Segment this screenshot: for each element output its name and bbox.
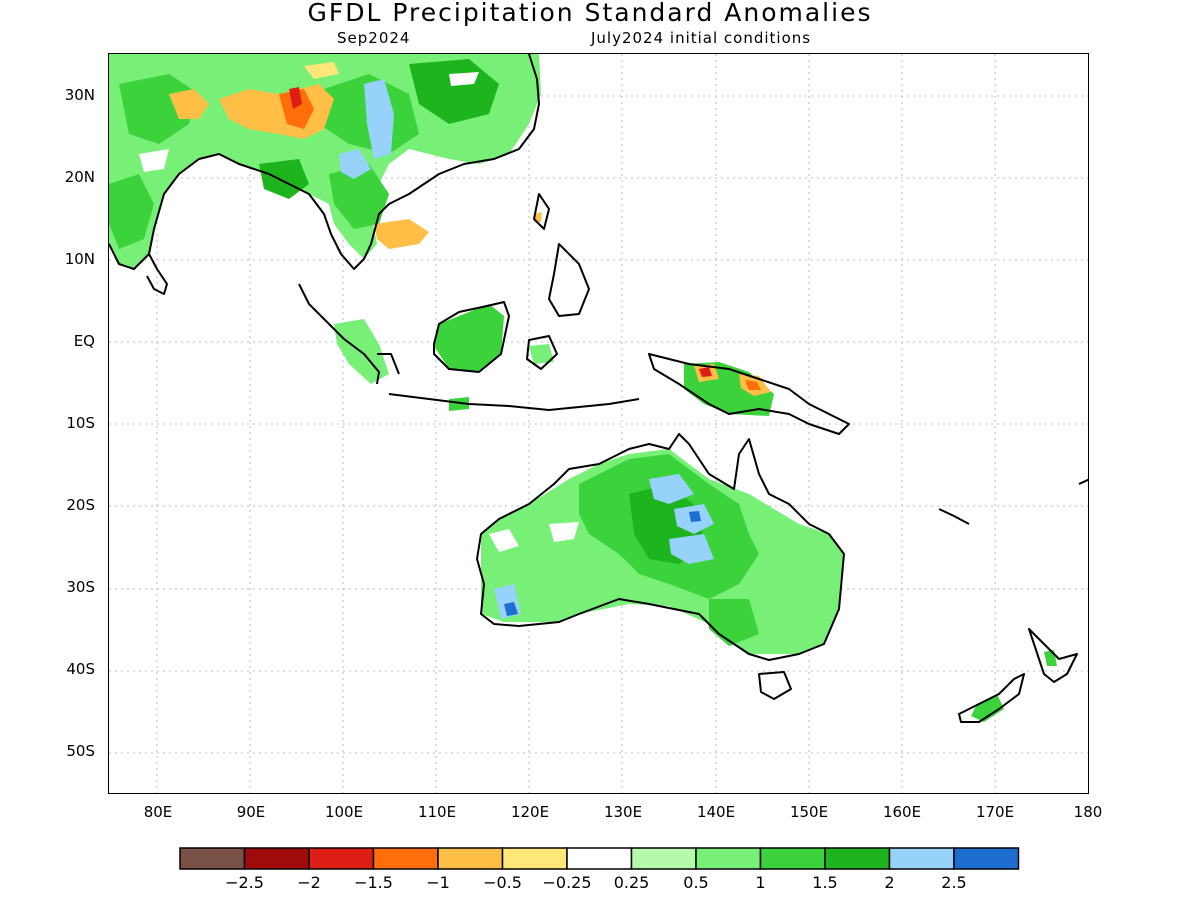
colorbar-swatch <box>695 847 762 870</box>
lon-label-140e: 140E <box>696 803 736 821</box>
lon-label-80e: 80E <box>143 803 173 821</box>
colorbar-tick-label: −1.5 <box>354 873 393 892</box>
colorbar-tick-label: −0.5 <box>483 873 522 892</box>
colorbar-swatch <box>437 847 504 870</box>
lat-label-10n: 10N <box>64 250 95 268</box>
lat-label-30n: 30N <box>64 86 95 104</box>
colorbar-tick-label: 0.5 <box>683 873 709 892</box>
colorbar-swatch <box>630 847 697 870</box>
map-panel <box>108 53 1089 794</box>
colorbar-tick-label: 2 <box>884 873 895 892</box>
colorbar-swatch <box>824 847 891 870</box>
lon-label-160e: 160E <box>882 803 922 821</box>
colorbar <box>179 847 1020 870</box>
lon-label-180: 180 <box>1073 803 1103 821</box>
lon-label-150e: 150E <box>789 803 829 821</box>
lon-label-120e: 120E <box>510 803 550 821</box>
lat-label-30s: 30S <box>66 578 95 596</box>
map-canvas <box>109 54 1088 793</box>
lon-label-100e: 100E <box>324 803 364 821</box>
asia-anomaly-field <box>109 54 541 269</box>
valid-month-label: Sep2024 <box>337 29 411 47</box>
lat-label-50s: 50S <box>66 742 95 760</box>
lon-label-90e: 90E <box>236 803 266 821</box>
colorbar-tick-label: 2.5 <box>941 873 967 892</box>
lat-label-40s: 40S <box>66 660 95 678</box>
colorbar-swatch <box>308 847 375 870</box>
colorbar-swatch <box>953 847 1020 870</box>
lon-label-110e: 110E <box>417 803 457 821</box>
colorbar-tick-label: 1 <box>755 873 766 892</box>
colorbar-swatch <box>243 847 310 870</box>
lat-label-20s: 20S <box>66 496 95 514</box>
initial-conditions-label: July2024 initial conditions <box>591 29 812 47</box>
lat-label-eq: EQ <box>73 332 95 350</box>
colorbar-tick-label: 0.25 <box>613 873 650 892</box>
colorbar-tick-label: −2 <box>297 873 321 892</box>
colorbar-tick-label: −2.5 <box>225 873 264 892</box>
colorbar-swatch <box>501 847 568 870</box>
coastlines <box>109 54 1088 723</box>
lat-label-20n: 20N <box>64 168 95 186</box>
colorbar-tick-label: 1.5 <box>812 873 838 892</box>
colorbar-swatch <box>759 847 826 870</box>
australia-anomaly-field <box>481 449 844 654</box>
colorbar-swatch <box>566 847 633 870</box>
colorbar-tick-label: −0.25 <box>542 873 592 892</box>
colorbar-tick-label: −1 <box>426 873 450 892</box>
colorbar-swatch <box>372 847 439 870</box>
lon-label-130e: 130E <box>603 803 643 821</box>
map-title: GFDL Precipitation Standard Anomalies <box>307 0 873 27</box>
lat-label-10s: 10S <box>66 414 95 432</box>
colorbar-swatch <box>179 847 246 870</box>
new-zealand-anomaly-field <box>971 650 1057 722</box>
colorbar-swatch <box>888 847 955 870</box>
lon-label-170e: 170E <box>975 803 1015 821</box>
